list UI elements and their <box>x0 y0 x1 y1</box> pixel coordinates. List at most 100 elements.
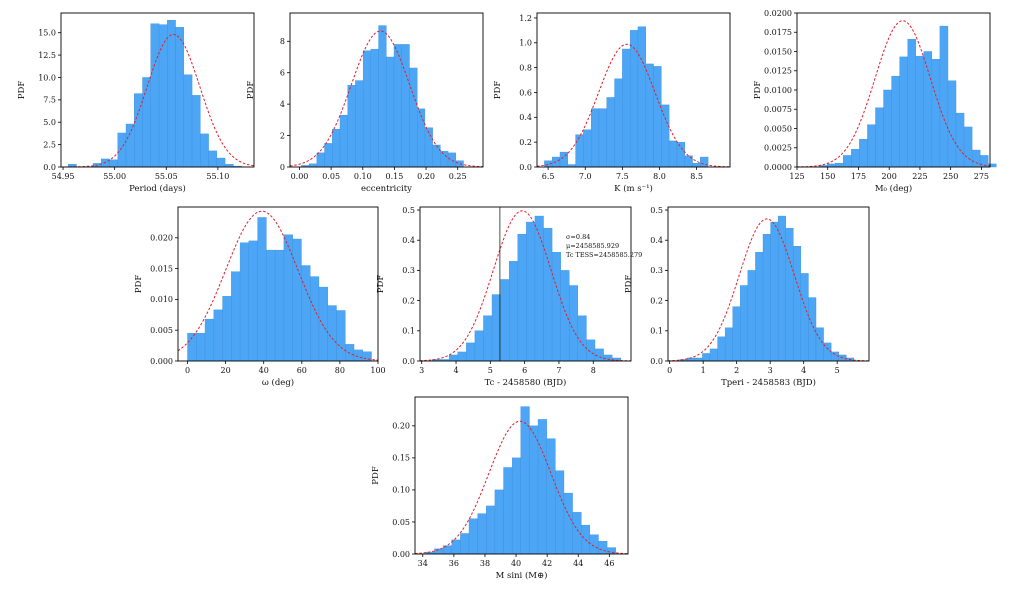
y-tick-label: 0.5 <box>402 206 415 215</box>
histogram-bar <box>191 95 201 168</box>
histogram-bar <box>800 273 809 362</box>
x-tick-label: 2 <box>734 366 739 375</box>
y-tick-label: 0.5 <box>650 206 663 215</box>
histogram-bar <box>555 470 565 555</box>
histogram-bar <box>637 26 646 168</box>
y-tick-label: 0.0125 <box>764 67 792 76</box>
histogram-bar <box>551 252 561 362</box>
histogram-bar <box>362 50 372 168</box>
histogram-bar <box>416 108 426 168</box>
y-tick-label: 2.5 <box>43 140 56 149</box>
histogram-bar <box>386 56 395 168</box>
x-tick-label: 250 <box>943 172 958 181</box>
histogram-bar <box>239 242 250 362</box>
y-tick-label: 15.0 <box>38 28 56 37</box>
histogram-bar <box>509 261 518 362</box>
histogram-bar <box>457 351 467 362</box>
y-tick-label: 0.0100 <box>764 86 792 95</box>
y-axis-label: PDF <box>493 81 503 100</box>
x-axis-label: M₀ (deg) <box>875 183 912 194</box>
axes-frame <box>419 206 632 362</box>
axes-frame <box>177 206 379 362</box>
y-tick-label: 0.0200 <box>764 9 792 18</box>
x-tick-label: 7 <box>556 366 561 375</box>
y-tick-label: 0.2 <box>402 296 415 305</box>
histogram-bar <box>563 492 573 555</box>
stats-annotation: Tc TESS=2458585.279 <box>566 251 642 259</box>
x-axis-label: eccentricity <box>361 184 412 194</box>
y-tick-label: 0.6 <box>519 88 532 97</box>
histogram-bar <box>622 48 631 168</box>
x-tick-label: 4 <box>453 366 458 375</box>
chart-panel-3: 6.5 7.0 7.5 8.0 8.5 0.0 0.2 0.4 0.6 0.8 1.0 1.2 K (m… <box>493 12 731 194</box>
histogram-bar <box>494 489 504 555</box>
chart-panel-1: 54.95 55.00 55.05 55.10 0.0 2.5 5.0 7.5 10.0 12.5… <box>17 12 255 194</box>
x-tick-label: 8.0 <box>653 172 666 181</box>
y-tick-label: 5.0 <box>43 118 56 127</box>
histogram-bar <box>575 134 584 168</box>
y-tick-label: 10.0 <box>38 73 56 82</box>
x-tick-label: 40 <box>259 366 269 375</box>
chart-panel-2: 0.00 0.05 0.10 0.15 0.20 0.25 0 2 4 6 8 eccentricit… <box>246 12 484 194</box>
x-axis-label: Period (days) <box>129 183 186 194</box>
y-tick-label: 0.010 <box>150 295 173 304</box>
histogram-bar <box>785 227 794 362</box>
histogram-bar <box>815 327 824 362</box>
histogram-bar <box>603 354 613 362</box>
y-tick-label: 12.5 <box>38 51 56 60</box>
histogram-bar <box>455 160 464 168</box>
x-axis-label: Tperi - 2458583 (BJD) <box>721 377 816 388</box>
y-tick-label: 0.10 <box>392 486 410 495</box>
histogram-bar <box>134 93 143 168</box>
histogram-bar <box>434 548 444 555</box>
y-tick-label: 0.4 <box>650 236 663 245</box>
histogram-bar <box>589 534 599 555</box>
histogram-bar <box>432 144 441 168</box>
x-tick-label: 80 <box>335 366 345 375</box>
y-tick-label: 0.0075 <box>764 105 792 114</box>
histogram-bar <box>598 108 607 168</box>
y-tick-label: 0.4 <box>519 113 532 122</box>
histogram-bar <box>448 354 458 362</box>
x-tick-label: 7.0 <box>579 172 592 181</box>
y-tick-label: 0.005 <box>150 326 173 335</box>
y-tick-label: 0.0025 <box>764 144 792 153</box>
y-tick-label: 0.1 <box>650 327 663 336</box>
histogram-bar <box>577 315 587 362</box>
x-tick-label: 225 <box>912 172 927 181</box>
axes-frame <box>289 12 484 168</box>
histogram-bar <box>327 305 337 362</box>
histogram-bar <box>988 163 997 168</box>
histogram-bar <box>208 150 218 168</box>
x-tick-label: 0 <box>667 366 672 375</box>
histogram-bar <box>196 333 206 362</box>
histogram-bar <box>451 539 461 555</box>
x-tick-label: 5 <box>488 366 493 375</box>
x-tick-label: 1 <box>701 366 706 375</box>
histogram-bar <box>747 270 756 362</box>
y-tick-label: 0.0050 <box>764 124 792 133</box>
x-axis-label: K (m s⁻¹) <box>614 183 653 194</box>
histogram-bar <box>466 342 476 362</box>
y-tick-label: 0.0 <box>519 163 532 172</box>
histogram-bar <box>826 163 836 168</box>
x-tick-label: 8 <box>591 366 596 375</box>
histogram-bar <box>183 74 193 168</box>
histogram-bar <box>867 124 876 168</box>
x-tick-label: 6 <box>522 366 527 375</box>
gaussian-fit-line <box>60 33 255 168</box>
x-tick-label: 44 <box>573 559 583 568</box>
histogram-bar <box>614 78 623 168</box>
x-tick-label: 0.15 <box>386 172 404 181</box>
histogram-bar <box>309 276 320 362</box>
y-tick-label: 7.5 <box>43 96 56 105</box>
histogram-bar <box>546 438 556 555</box>
y-axis-label: PDF <box>376 275 386 294</box>
y-tick-label: 0.1 <box>402 327 415 336</box>
x-tick-label: 55.00 <box>103 172 126 181</box>
y-tick-label: 0.8 <box>519 63 532 72</box>
histogram-bar <box>440 151 449 168</box>
histogram-bar <box>447 152 456 168</box>
x-tick-label: 150 <box>820 172 835 181</box>
